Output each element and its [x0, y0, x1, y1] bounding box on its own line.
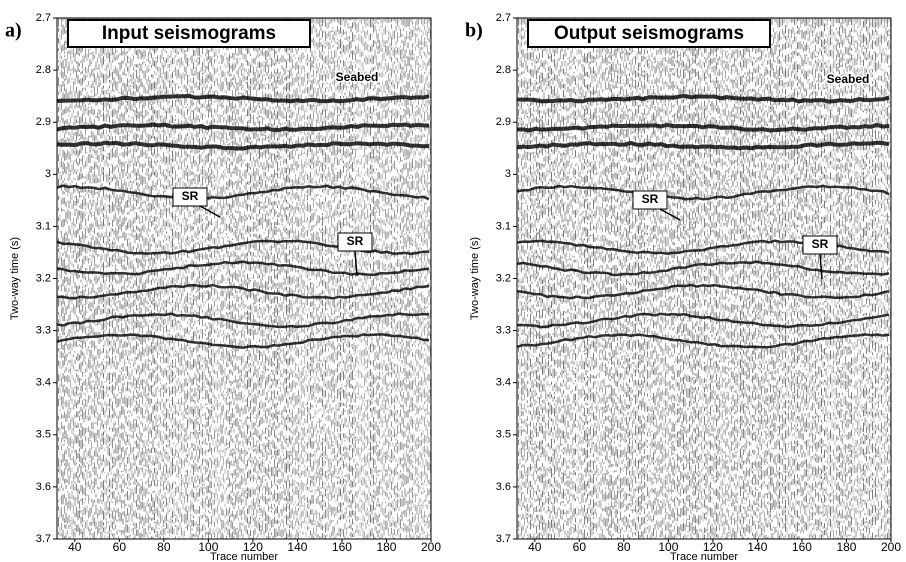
annotation-arrow: [819, 253, 823, 280]
x-axis-label: Trace number: [670, 551, 738, 562]
reflector: [56, 122, 430, 133]
reflector: [56, 239, 430, 256]
x-tick-label: 160: [792, 540, 812, 554]
chart-title: Input seismograms: [102, 23, 276, 44]
y-tick-label: 3.4: [36, 377, 51, 389]
x-tick-label: 140: [287, 540, 307, 554]
reflector: [516, 333, 890, 349]
annotation: SR: [182, 189, 199, 203]
y-tick-label: 3.3: [496, 325, 511, 337]
annotation: Seabed: [336, 70, 379, 84]
panel-label: b): [465, 20, 483, 42]
y-axis-label: Two-way time (s): [469, 237, 481, 320]
x-tick-label: 40: [528, 540, 542, 554]
reflector: [516, 140, 890, 151]
x-axis-label: Trace number: [210, 551, 278, 562]
y-tick-label: 3.7: [496, 533, 511, 545]
y-tick-label: 3.2: [496, 272, 511, 284]
y-tick-label: 3.1: [496, 220, 511, 232]
x-tick-label: 60: [573, 540, 587, 554]
annotation: SR: [642, 192, 659, 206]
x-tick-label: 140: [747, 540, 767, 554]
y-tick-label: 3.4: [496, 377, 511, 389]
panel-label: a): [5, 20, 22, 42]
annotation: SR: [812, 237, 829, 251]
title-box: [527, 19, 771, 48]
x-tick-label: 180: [376, 540, 396, 554]
reflector: [56, 312, 430, 329]
y-tick-label: 3.5: [36, 429, 51, 441]
y-tick-label: 2.8: [496, 64, 511, 76]
reflector: [517, 312, 890, 329]
y-tick-label: 2.9: [36, 116, 51, 128]
annotation-arrow: [199, 205, 221, 218]
y-tick-label: 3.6: [496, 481, 511, 493]
x-tick-label: 200: [421, 540, 441, 554]
reflector: [516, 93, 890, 104]
reflector: [56, 184, 430, 201]
reflector: [516, 283, 890, 300]
annotation-arrow: [354, 250, 358, 277]
reflector: [56, 93, 430, 104]
annotation: SR: [347, 234, 364, 248]
y-tick-label: 3: [45, 168, 51, 180]
y-tick-label: 2.8: [36, 64, 51, 76]
reflector: [56, 333, 430, 349]
reflector: [56, 260, 430, 276]
reflector: [516, 260, 890, 277]
reflector: [516, 184, 890, 201]
chart-title: Output seismograms: [554, 23, 744, 44]
y-tick-label: 2.7: [496, 12, 511, 24]
x-tick-label: 180: [836, 540, 856, 554]
y-tick-label: 3.1: [36, 220, 51, 232]
y-tick-label: 2.7: [36, 12, 51, 24]
annotation-box: [172, 187, 208, 207]
y-tick-label: 3.6: [36, 481, 51, 493]
x-tick-label: 60: [113, 540, 127, 554]
y-axis-label: Two-way time (s): [9, 237, 21, 320]
reflector: [56, 283, 430, 300]
annotation-arrow: [659, 208, 681, 221]
x-tick-label: 100: [658, 540, 678, 554]
reflector: [517, 122, 890, 133]
y-tick-label: 3.3: [36, 325, 51, 337]
y-tick-label: 3.7: [36, 533, 51, 545]
x-tick-label: 40: [68, 540, 82, 554]
seismic-image: [516, 18, 891, 539]
x-tick-label: 120: [243, 540, 263, 554]
title-box: [67, 19, 311, 48]
y-tick-label: 2.9: [496, 116, 511, 128]
reflector: [56, 140, 430, 151]
x-tick-label: 100: [198, 540, 218, 554]
y-tick-label: 3.5: [496, 429, 511, 441]
x-tick-label: 120: [703, 540, 723, 554]
x-tick-label: 160: [332, 540, 352, 554]
x-tick-label: 80: [157, 540, 171, 554]
y-tick-label: 3.2: [36, 272, 51, 284]
annotation-box: [632, 190, 668, 210]
x-tick-label: 200: [881, 540, 901, 554]
annotation: Seabed: [827, 72, 870, 86]
seismic-image: [56, 18, 431, 539]
x-tick-label: 80: [617, 540, 631, 554]
y-tick-label: 3: [505, 168, 511, 180]
